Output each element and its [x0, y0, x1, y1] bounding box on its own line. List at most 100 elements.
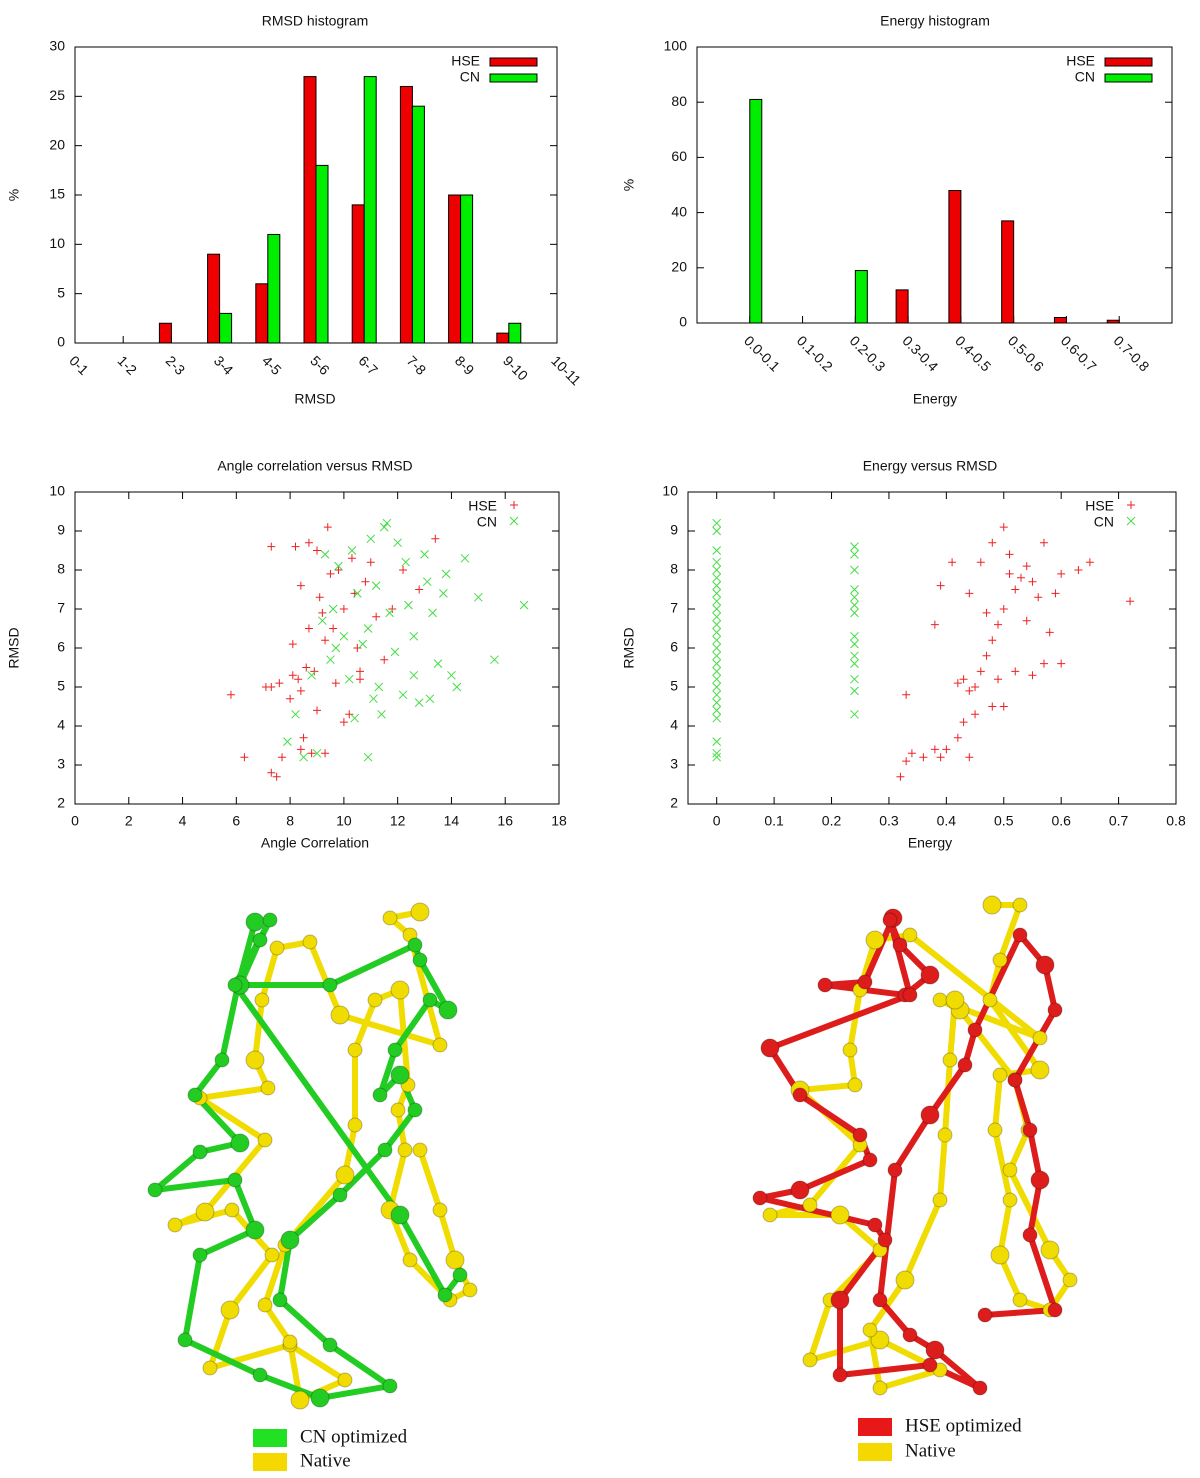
point — [1045, 628, 1054, 637]
point — [452, 682, 462, 692]
bead — [412, 952, 428, 968]
bead — [437, 1287, 453, 1303]
point — [712, 604, 722, 614]
bead — [862, 1322, 878, 1338]
bead — [752, 1190, 768, 1206]
x-tick-label: 6-7 — [355, 352, 381, 378]
bead — [832, 1367, 848, 1383]
point — [409, 670, 419, 680]
bar — [267, 233, 281, 344]
bead — [982, 895, 1002, 915]
bead — [347, 1117, 363, 1133]
point — [326, 569, 335, 578]
point — [310, 667, 319, 676]
bead — [902, 927, 918, 943]
bar — [460, 194, 474, 344]
point — [850, 631, 859, 641]
y-tick-label: 10 — [49, 235, 65, 251]
bead — [977, 1307, 993, 1323]
y-axis-label: RMSD — [621, 627, 637, 668]
bead — [982, 992, 998, 1008]
point — [352, 589, 362, 598]
point — [350, 713, 359, 723]
x-tick-label: 0.0-0.1 — [741, 332, 783, 374]
bead — [372, 1087, 388, 1103]
x-tick-label: 0-1 — [66, 352, 92, 378]
point — [712, 546, 722, 555]
point — [712, 596, 722, 606]
point — [473, 592, 483, 602]
point — [347, 554, 356, 563]
bead — [1002, 1192, 1018, 1208]
y-tick-label: 2 — [670, 795, 678, 811]
point — [1126, 516, 1136, 526]
x-tick-label: 0.8 — [1166, 813, 1186, 829]
bead — [1022, 1122, 1038, 1138]
point — [519, 600, 529, 610]
x-axis-label: RMSD — [294, 391, 335, 407]
legend-swatch — [489, 73, 538, 83]
bead — [230, 1133, 250, 1153]
point — [999, 605, 1008, 613]
legend-swatch — [858, 1418, 892, 1436]
point — [1016, 573, 1025, 582]
y-tick-label: 2 — [57, 795, 65, 811]
point — [291, 709, 300, 719]
point — [712, 659, 722, 668]
point — [272, 772, 281, 781]
point — [278, 753, 287, 762]
legend-label: CN — [460, 69, 480, 85]
x-tick-label: 6 — [232, 813, 240, 829]
x-tick-label: 2 — [125, 813, 133, 829]
x-tick-label: 0.4 — [937, 813, 957, 829]
bead — [377, 1142, 393, 1158]
bead — [902, 1327, 918, 1343]
bead — [227, 1172, 243, 1188]
point — [321, 636, 330, 645]
bead — [257, 1297, 273, 1313]
bead — [865, 930, 885, 950]
point — [982, 651, 991, 660]
x-tick-label: 0.7-0.8 — [1110, 332, 1152, 374]
x-tick-label: 10-11 — [548, 352, 584, 388]
point — [267, 683, 276, 691]
bead — [432, 1202, 448, 1218]
bead — [214, 1052, 230, 1068]
point — [850, 608, 859, 618]
point — [994, 675, 1003, 684]
bead — [382, 1378, 398, 1394]
point — [447, 670, 456, 680]
point — [358, 639, 368, 649]
bead — [390, 980, 410, 1000]
bead — [957, 1057, 973, 1073]
bar — [1001, 220, 1015, 324]
x-tick-label: 0 — [713, 813, 721, 829]
bead — [227, 977, 243, 993]
point — [399, 566, 408, 574]
point — [712, 518, 722, 528]
bead — [387, 1042, 403, 1058]
point — [313, 706, 321, 715]
bead — [245, 1220, 265, 1240]
bead — [857, 974, 873, 990]
legend-label: HSE optimized — [905, 1415, 1022, 1436]
point — [380, 655, 389, 664]
bead — [1002, 1162, 1018, 1178]
bead — [202, 1360, 218, 1376]
bar — [948, 190, 962, 324]
y-tick-label: 80 — [671, 93, 687, 109]
bead — [990, 1245, 1010, 1265]
point — [339, 631, 349, 641]
bead — [967, 1022, 983, 1038]
bead — [310, 1388, 330, 1408]
bead — [902, 987, 918, 1003]
bead — [262, 912, 278, 928]
point — [288, 640, 297, 649]
point — [299, 733, 308, 742]
point — [850, 600, 859, 610]
legend-swatch — [253, 1453, 287, 1471]
bead — [862, 1152, 878, 1168]
bead — [332, 1187, 348, 1203]
bead — [452, 1267, 468, 1283]
bead — [1035, 955, 1055, 975]
